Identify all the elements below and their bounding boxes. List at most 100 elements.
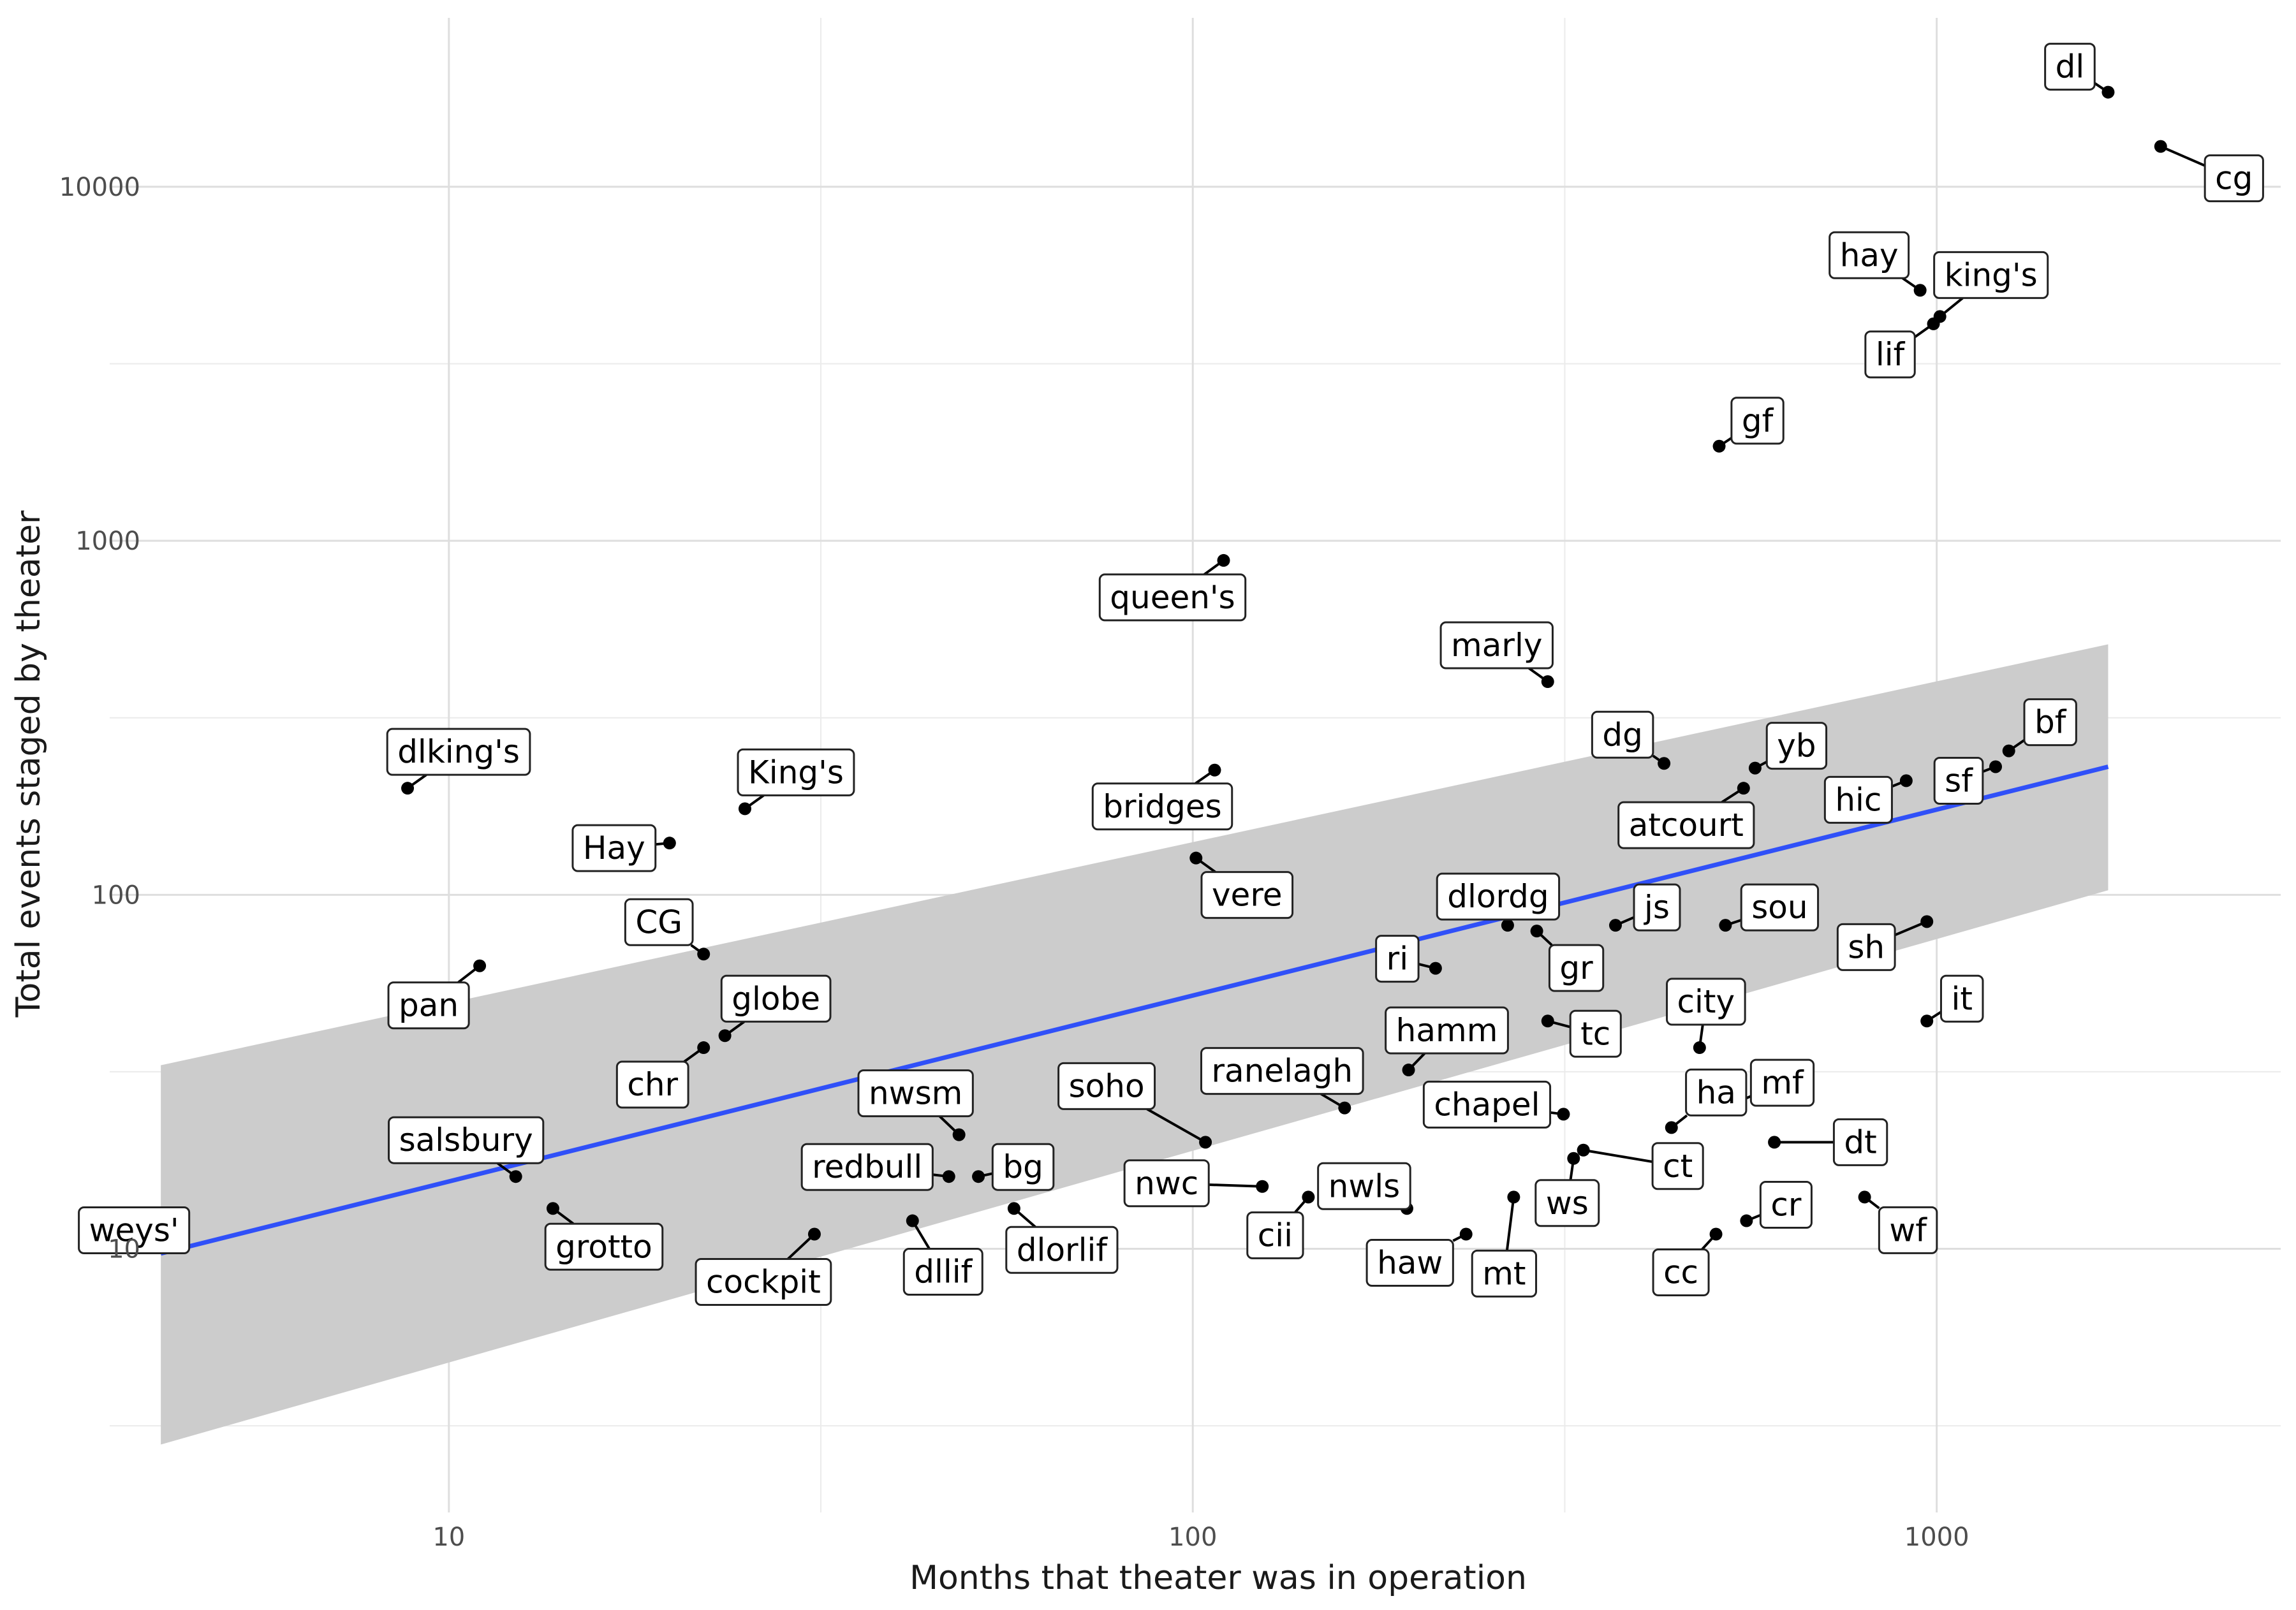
data-point bbox=[1920, 915, 1934, 928]
point-label-box bbox=[1740, 883, 1820, 932]
point-label: city bbox=[1666, 977, 1746, 1026]
data-point bbox=[2002, 744, 2015, 757]
data-point bbox=[1217, 553, 1230, 567]
data-point bbox=[1989, 760, 2003, 773]
point-label-text: ct bbox=[1663, 1148, 1693, 1185]
data-point bbox=[1658, 757, 1671, 770]
point-label-box bbox=[1365, 1239, 1454, 1287]
point-label: cii bbox=[1246, 1211, 1304, 1259]
point-label-text: sou bbox=[1751, 889, 1807, 926]
data-point bbox=[738, 802, 751, 816]
point-label-text: chapel bbox=[1434, 1086, 1540, 1123]
point-label: vere bbox=[1200, 871, 1294, 919]
point-label-text: dt bbox=[1844, 1123, 1876, 1160]
point-label-box bbox=[1246, 1211, 1304, 1259]
point-label-text: tc bbox=[1580, 1015, 1610, 1052]
point-label-box bbox=[1823, 775, 1893, 824]
point-label: hamm bbox=[1385, 1006, 1509, 1055]
point-label-text: haw bbox=[1377, 1245, 1443, 1282]
point-label-box bbox=[1652, 1248, 1710, 1297]
point-label-box bbox=[1765, 722, 1828, 770]
point-label: hay bbox=[1829, 231, 1910, 279]
point-label-text: dlordg bbox=[1447, 878, 1549, 915]
point-label: hic bbox=[1823, 775, 1893, 824]
point-label: salsbury bbox=[388, 1116, 545, 1164]
point-label-box bbox=[1436, 872, 1561, 921]
point-label-text: ranelagh bbox=[1212, 1053, 1353, 1090]
point-label-text: bridges bbox=[1103, 788, 1221, 825]
point-label-text: redbull bbox=[812, 1148, 922, 1185]
data-point bbox=[1557, 1108, 1570, 1121]
point-label-box bbox=[1422, 1080, 1552, 1129]
point-label: sf bbox=[1933, 756, 1984, 805]
point-label: dl bbox=[2044, 43, 2096, 91]
data-point bbox=[546, 1202, 559, 1215]
point-label: mt bbox=[1471, 1249, 1538, 1298]
point-label: gf bbox=[1730, 397, 1785, 445]
data-point bbox=[1740, 1214, 1753, 1227]
point-label-box bbox=[1317, 1162, 1411, 1210]
x-axis-title: Months that theater was in operation bbox=[909, 1559, 1527, 1597]
point-label-text: hamm bbox=[1396, 1012, 1498, 1049]
label-leader-line bbox=[1505, 1197, 1515, 1251]
data-point bbox=[509, 1170, 522, 1183]
data-point bbox=[1712, 439, 1726, 453]
point-label-box bbox=[1548, 944, 1605, 992]
point-label: dlordg bbox=[1436, 872, 1561, 921]
data-point bbox=[1737, 782, 1750, 795]
point-label-box bbox=[1666, 977, 1746, 1026]
point-label: bridges bbox=[1091, 782, 1233, 831]
point-labels: dl cg hay king's lif gf queen's marly dg yb bf sf hi… bbox=[78, 43, 2264, 1306]
point-label-box bbox=[78, 1206, 191, 1255]
point-label-box bbox=[1759, 1181, 1813, 1229]
data-point bbox=[697, 948, 710, 961]
data-point bbox=[1567, 1152, 1580, 1165]
point-label-text: ws bbox=[1546, 1185, 1589, 1222]
data-point bbox=[1338, 1101, 1351, 1115]
point-label-text: js bbox=[1644, 889, 1670, 926]
point-label-box bbox=[1471, 1249, 1538, 1298]
point-label-text: gr bbox=[1559, 949, 1593, 986]
point-label: wf bbox=[1878, 1206, 1938, 1254]
point-label: mf bbox=[1749, 1058, 1815, 1107]
point-label-text: dlking's bbox=[397, 733, 520, 770]
point-label: bg bbox=[991, 1143, 1055, 1191]
point-label-text: King's bbox=[748, 754, 844, 791]
point-label: Hay bbox=[571, 824, 657, 872]
point-label-text: king's bbox=[1945, 256, 2038, 293]
data-point bbox=[942, 1170, 955, 1183]
point-label: gr bbox=[1548, 944, 1605, 992]
point-label: ws bbox=[1534, 1179, 1600, 1227]
point-label: lif bbox=[1864, 330, 1916, 379]
data-point bbox=[1899, 774, 1913, 787]
point-label: ranelagh bbox=[1200, 1047, 1364, 1095]
point-label-text: wf bbox=[1889, 1211, 1927, 1248]
data-point bbox=[1768, 1136, 1781, 1149]
point-label: ct bbox=[1651, 1142, 1704, 1190]
point-label-box bbox=[2023, 698, 2077, 747]
data-point bbox=[1577, 1143, 1590, 1157]
axes: Months that theater was in operation Tot… bbox=[10, 173, 1969, 1597]
data-point bbox=[1507, 1190, 1520, 1204]
point-label: sh bbox=[1836, 923, 1896, 971]
point-label-text: ha bbox=[1696, 1074, 1736, 1111]
point-label-text: dl bbox=[2056, 48, 2085, 85]
data-point bbox=[697, 1041, 710, 1055]
point-label: ha bbox=[1685, 1068, 1748, 1116]
point-label-box bbox=[1091, 782, 1233, 831]
regression-line bbox=[160, 765, 2109, 1256]
data-point bbox=[1007, 1202, 1020, 1215]
data-point bbox=[952, 1128, 966, 1141]
point-label-box bbox=[857, 1069, 974, 1118]
data-point bbox=[1402, 1064, 1415, 1077]
data-point bbox=[1748, 761, 1762, 775]
point-label-text: Hay bbox=[583, 830, 645, 867]
point-label: redbull bbox=[800, 1143, 934, 1191]
point-label-text: atcourt bbox=[1629, 807, 1744, 844]
label-leader-line bbox=[1146, 1108, 1207, 1144]
x-tick-label: 1000 bbox=[1904, 1523, 1969, 1552]
point-label: dlking's bbox=[386, 728, 531, 776]
x-tick-label: 100 bbox=[1168, 1523, 1217, 1552]
y-axis-title: Total events staged by theater bbox=[10, 510, 48, 1018]
